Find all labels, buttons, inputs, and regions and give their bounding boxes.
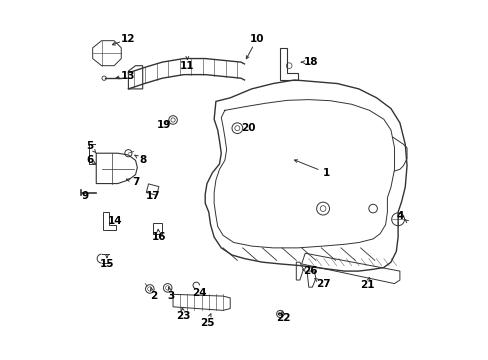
Text: 13: 13: [121, 71, 135, 81]
Text: 16: 16: [151, 232, 166, 242]
Text: 6: 6: [86, 156, 94, 165]
Text: 25: 25: [199, 318, 214, 328]
Bar: [153, 223, 162, 234]
Text: 20: 20: [240, 123, 255, 133]
Text: 5: 5: [86, 141, 94, 151]
Text: 26: 26: [303, 266, 317, 276]
Text: 23: 23: [176, 311, 191, 321]
Text: 2: 2: [149, 291, 157, 301]
Text: 21: 21: [360, 280, 374, 291]
Text: 7: 7: [132, 177, 139, 187]
Text: 18: 18: [303, 57, 317, 67]
Text: 11: 11: [180, 61, 194, 71]
Text: 17: 17: [146, 191, 161, 201]
Text: 9: 9: [81, 191, 88, 201]
Text: 24: 24: [192, 288, 207, 297]
Bar: [146, 184, 159, 195]
Text: 10: 10: [249, 34, 264, 44]
Text: 8: 8: [139, 156, 146, 165]
Text: 14: 14: [108, 216, 122, 226]
Text: 27: 27: [315, 279, 330, 289]
Text: 15: 15: [100, 259, 114, 269]
Text: 19: 19: [157, 120, 171, 130]
Text: 12: 12: [121, 34, 135, 44]
Text: 3: 3: [167, 291, 175, 301]
Text: 1: 1: [323, 168, 329, 178]
Text: 22: 22: [276, 312, 290, 323]
Text: 4: 4: [395, 211, 403, 221]
